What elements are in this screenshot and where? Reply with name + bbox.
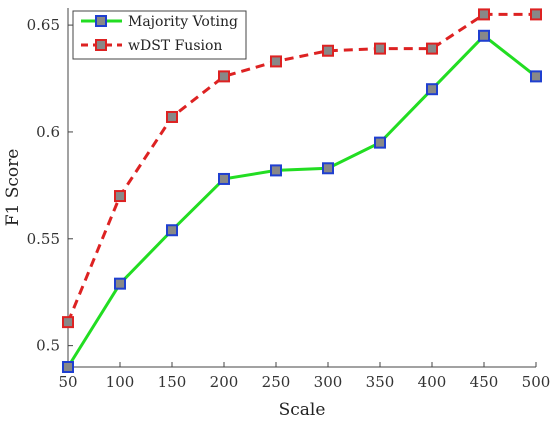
data-point-wdst-fusion	[114, 190, 126, 203]
legend-entry-majority-voting: Majority Voting	[81, 14, 238, 30]
data-point-majority-voting	[530, 70, 542, 83]
data-point-majority-voting	[62, 361, 74, 373]
y-tick-label: 0.65	[27, 16, 60, 34]
data-point-wdst-fusion	[62, 316, 74, 329]
data-point-majority-voting	[374, 136, 386, 149]
axes	[67, 8, 536, 368]
data-point-majority-voting	[218, 172, 230, 185]
data-point-wdst-fusion	[478, 8, 490, 21]
data-point-majority-voting	[270, 164, 282, 177]
data-point-wdst-fusion	[270, 55, 282, 68]
legend: Majority Voting wDST Fusion	[72, 10, 247, 60]
data-point-wdst-fusion	[218, 70, 230, 83]
x-tick-label: 350	[366, 373, 395, 391]
x-axis-title: Scale	[279, 400, 326, 420]
y-tick-label: 0.55	[27, 230, 60, 248]
legend-marker-majority-voting	[95, 15, 107, 27]
data-point-wdst-fusion	[322, 44, 334, 57]
y-tick-label: 0.5	[36, 337, 60, 355]
data-point-majority-voting	[478, 29, 490, 42]
x-tick-label: 250	[262, 373, 291, 391]
x-tick-label: 150	[158, 373, 187, 391]
y-tick-label: 0.6	[36, 123, 60, 141]
x-tick-label: 400	[418, 373, 447, 391]
series-line-majority-voting	[66, 33, 537, 368]
x-tick-label: 300	[314, 373, 343, 391]
data-point-wdst-fusion	[374, 42, 386, 55]
legend-marker-wdst-fusion	[95, 39, 107, 51]
legend-label-wdst-fusion: wDST Fusion	[128, 38, 222, 54]
legend-label-majority-voting: Majority Voting	[128, 14, 238, 30]
series-line-wdst-fusion	[66, 12, 536, 323]
y-axis-title: F1 Score	[3, 149, 23, 227]
legend-entry-wdst-fusion: wDST Fusion	[81, 38, 222, 54]
data-point-majority-voting	[114, 277, 126, 290]
data-point-wdst-fusion	[426, 42, 438, 55]
data-point-wdst-fusion	[166, 110, 178, 123]
data-point-majority-voting	[426, 83, 438, 96]
x-tick-label: 200	[210, 373, 239, 391]
data-point-majority-voting	[322, 162, 334, 175]
tick-group: 50 100 150 200 250 300 350 400 450 500 0.5 0.55 0.6 0…	[27, 16, 550, 391]
x-tick-label: 50	[58, 373, 77, 391]
data-point-majority-voting	[166, 224, 178, 237]
x-tick-label: 100	[106, 373, 135, 391]
x-tick-label: 450	[470, 373, 499, 391]
data-point-wdst-fusion	[530, 8, 542, 21]
x-tick-label: 500	[522, 373, 550, 391]
series-layer	[62, 8, 542, 373]
